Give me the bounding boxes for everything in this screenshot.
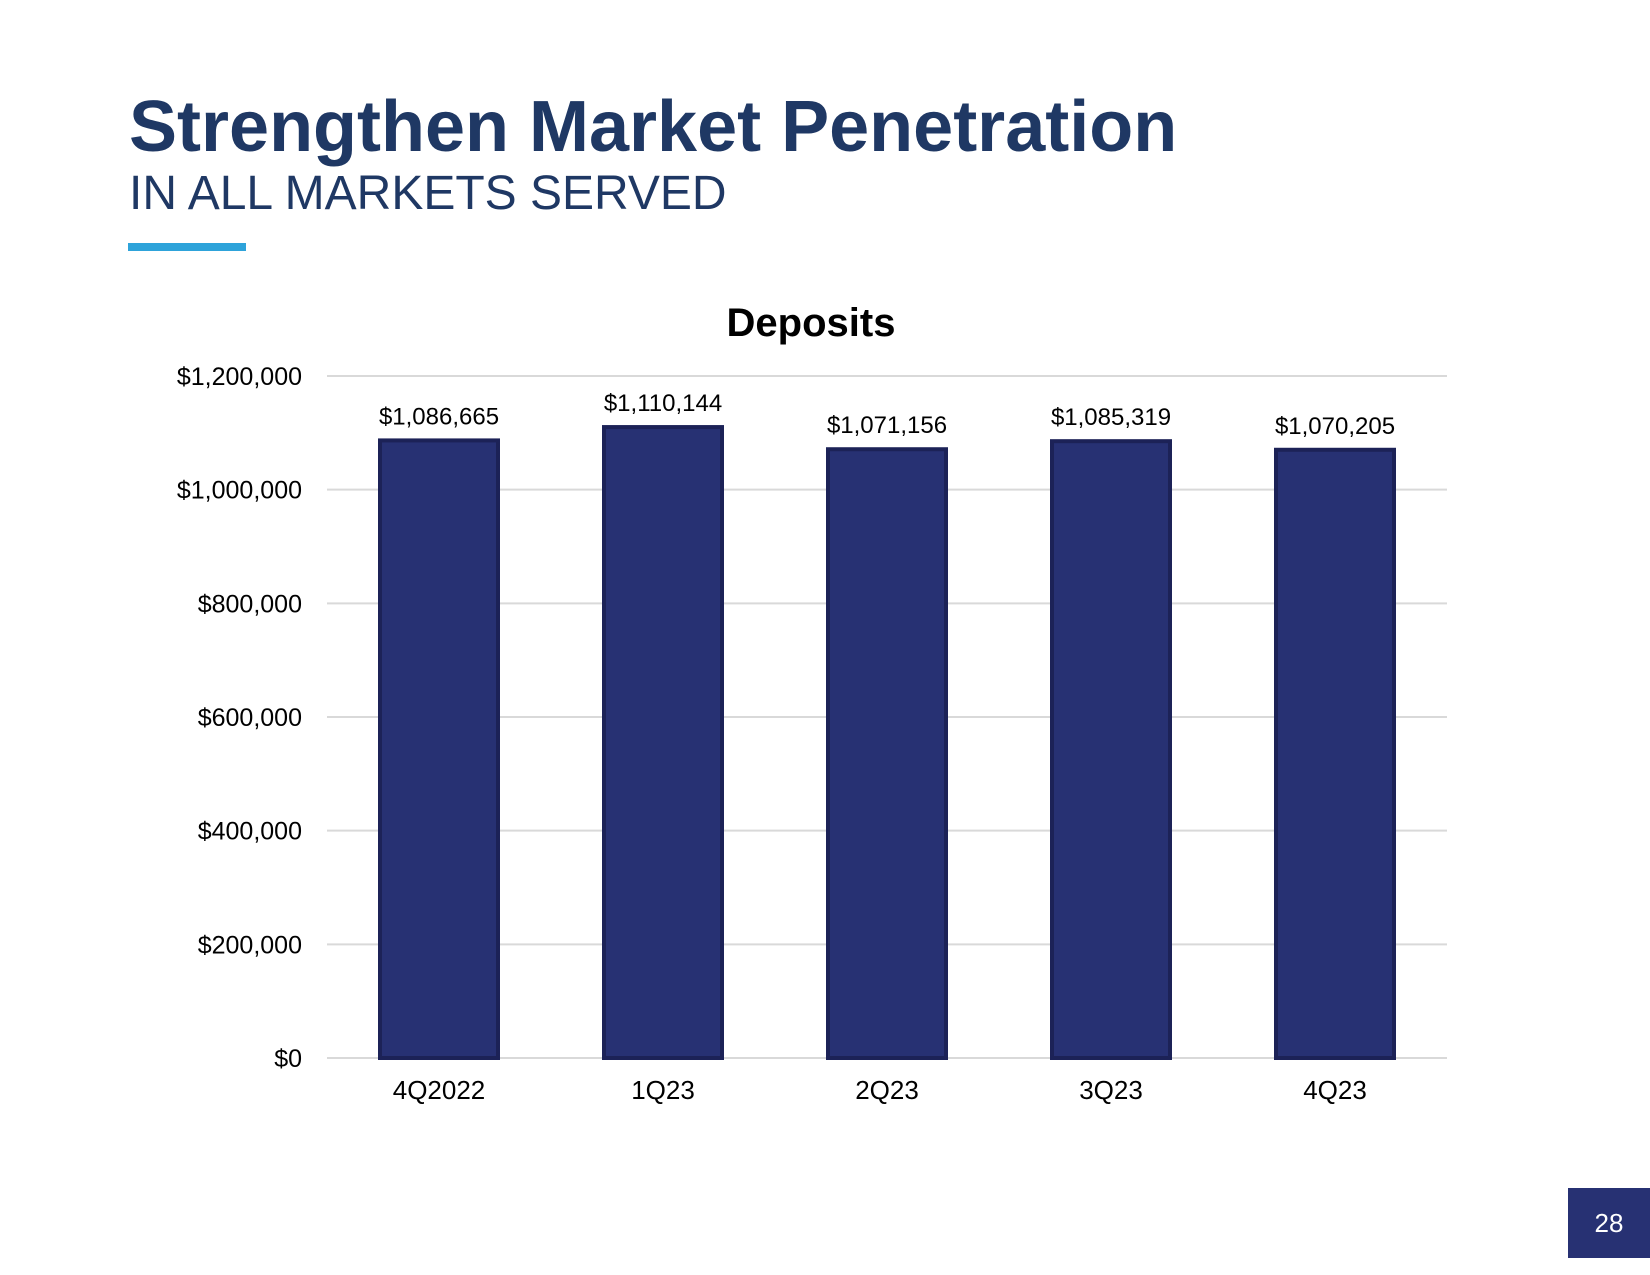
bar [1274,447,1396,1060]
bars [378,425,1396,1061]
x-tick-label: 3Q23 [1079,1075,1143,1105]
slide-title: Strengthen Market Penetration [129,87,1178,167]
x-tick-label: 2Q23 [855,1075,919,1105]
y-tick-label: $600,000 [198,704,302,732]
data-labels: $1,086,665 $1,110,144 $1,071,156 $1,085,319… [379,390,1395,440]
x-tick-label: 4Q23 [1303,1075,1367,1105]
page-number-badge: 28 [1568,1188,1650,1258]
y-tick-label: $1,000,000 [177,477,302,505]
data-label: $1,071,156 [827,412,947,439]
bar [378,438,500,1060]
x-axis-ticks: 4Q2022 1Q23 2Q23 3Q23 4Q23 [393,1075,1367,1105]
chart-title: Deposits [727,301,896,345]
bar [602,425,724,1060]
data-label: $1,110,144 [604,390,722,417]
y-axis-ticks: $0 $200,000 $400,000 $600,000 $800,000 $1,000… [177,363,302,1073]
x-tick-label: 1Q23 [631,1075,695,1105]
data-label: $1,085,319 [1051,404,1171,431]
x-tick-label: 4Q2022 [393,1075,486,1105]
y-tick-label: $800,000 [198,590,302,618]
title-accent-line [128,243,246,251]
y-tick-label: $200,000 [198,931,302,959]
slide-subtitle: IN ALL MARKETS SERVED [129,167,727,220]
y-tick-label: $400,000 [198,818,302,846]
y-tick-label: $1,200,000 [177,363,302,391]
y-tick-label: $0 [274,1045,302,1073]
bar [826,447,948,1061]
bar [1050,439,1172,1060]
data-label: $1,070,205 [1275,413,1395,440]
data-label: $1,086,665 [379,403,499,430]
